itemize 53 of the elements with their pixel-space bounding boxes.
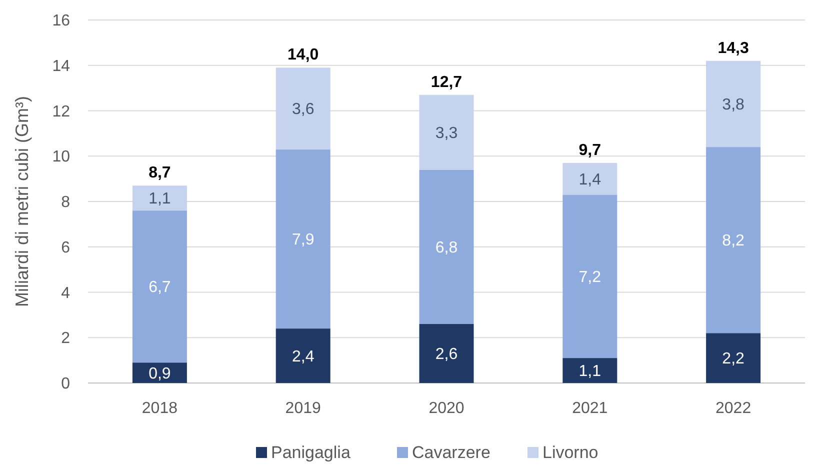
data-label: 2,4 [292, 348, 314, 366]
y-tick-label: 6 [61, 239, 70, 256]
data-label: 3,3 [435, 124, 458, 142]
data-label: 1,1 [148, 190, 171, 208]
x-tick-label: 2020 [428, 400, 464, 417]
data-label: 0,9 [148, 365, 171, 382]
data-label: 2,6 [435, 346, 458, 364]
bar [706, 333, 761, 383]
data-label: 3,6 [292, 101, 314, 118]
y-tick-label: 10 [52, 148, 70, 166]
bar [419, 324, 474, 383]
data-label: 6,8 [435, 239, 458, 256]
bar [276, 149, 330, 329]
bar [419, 170, 474, 324]
data-label: 1,4 [578, 171, 602, 188]
legend-label: Livorno [542, 443, 598, 462]
total-label: 14,0 [288, 46, 319, 64]
bar [132, 210, 187, 363]
bar [706, 60, 761, 148]
data-label: 8,2 [722, 232, 745, 250]
bar [419, 94, 474, 170]
data-label: 1,1 [578, 363, 602, 380]
y-tick-label: 8 [61, 194, 70, 212]
bar [132, 362, 187, 383]
x-tick-label: 2019 [285, 400, 321, 417]
data-label: 2,2 [722, 350, 745, 368]
y-tick-label: 16 [52, 12, 70, 30]
bar [706, 147, 761, 334]
total-label: 8,7 [148, 164, 171, 182]
bar [276, 328, 330, 383]
legend-label: Panigaglia [271, 443, 351, 462]
y-tick-label: 14 [52, 58, 70, 75]
y-tick-label: 0 [61, 376, 70, 393]
total-label: 12,7 [430, 74, 462, 91]
bar [276, 68, 330, 150]
bar [562, 162, 618, 195]
x-tick-label: 2018 [142, 400, 178, 417]
y-axis-title: Miliardi di metri cubi (Gm³) [12, 96, 32, 308]
bar [132, 186, 187, 211]
x-tick-label: 2021 [572, 400, 608, 417]
x-tick-label: 2022 [716, 400, 752, 417]
data-label: 3,8 [722, 96, 745, 114]
data-label: 7,2 [578, 268, 602, 286]
y-tick-label: 2 [61, 330, 70, 348]
y-tick-label: 12 [52, 103, 70, 120]
total-label: 9,7 [578, 142, 602, 159]
bar [562, 358, 618, 383]
y-tick-label: 4 [61, 284, 70, 302]
total-label: 14,3 [718, 40, 749, 57]
data-label: 6,7 [148, 279, 171, 296]
bar [562, 194, 618, 358]
legend-label: Cavarzere [412, 443, 490, 462]
data-label: 7,9 [292, 232, 314, 249]
